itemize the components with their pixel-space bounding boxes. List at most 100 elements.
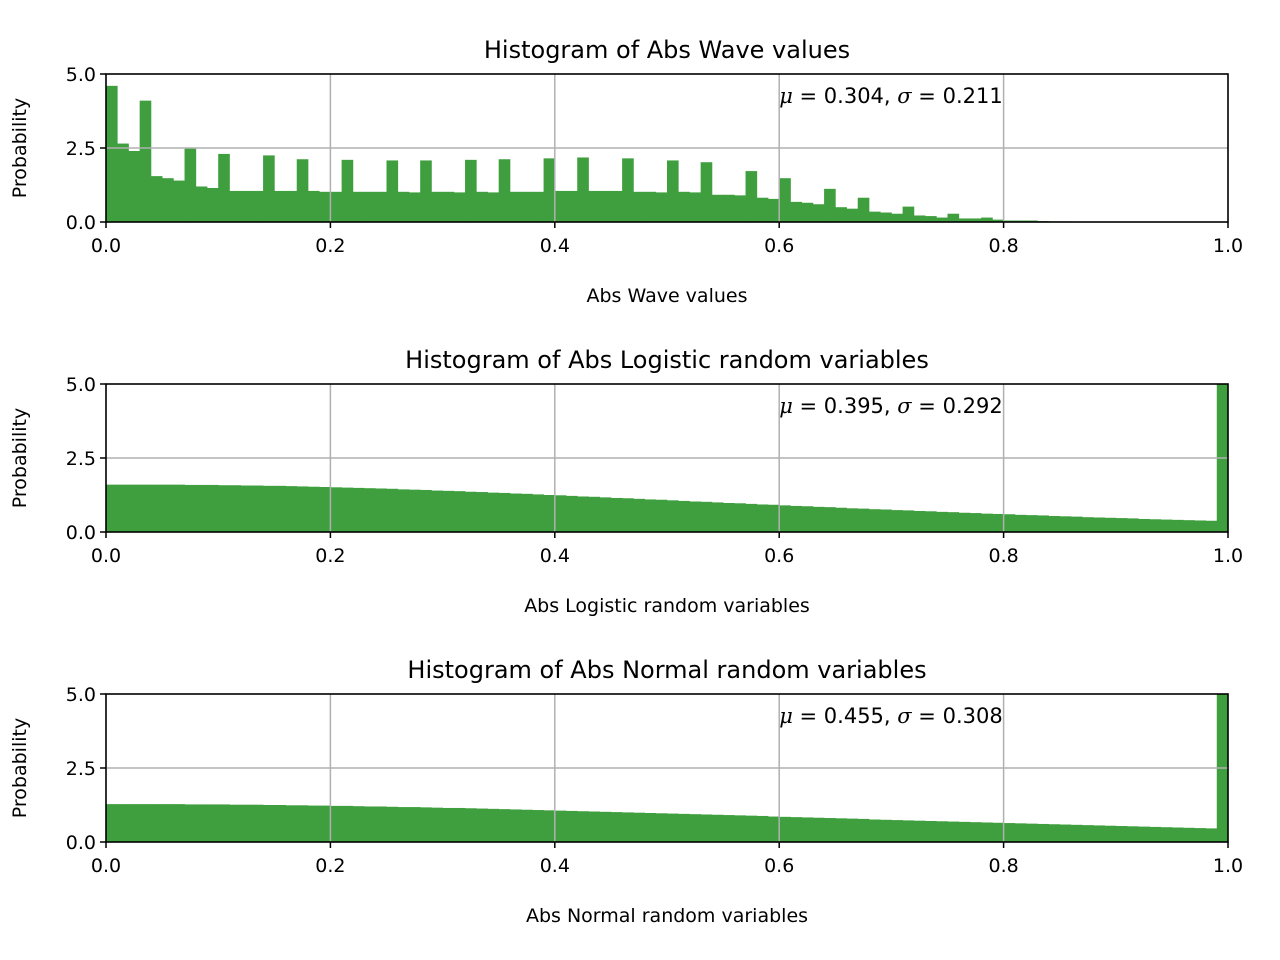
histogram-bar bbox=[588, 190, 601, 222]
annot-sep: , bbox=[884, 704, 897, 728]
histogram-bar bbox=[678, 813, 690, 842]
histogram-bar bbox=[184, 148, 197, 222]
histogram-bar bbox=[880, 212, 892, 222]
histogram-bar bbox=[610, 190, 623, 222]
histogram-bar bbox=[319, 487, 331, 532]
histogram-bar bbox=[835, 507, 847, 532]
histogram-bar bbox=[206, 804, 219, 842]
histogram-bar bbox=[330, 487, 343, 532]
histogram-bar bbox=[779, 816, 791, 842]
histogram-bar bbox=[880, 819, 892, 842]
sigma-symbol: σ bbox=[897, 394, 912, 418]
histogram-bar bbox=[352, 191, 365, 222]
x-tick-label: 0.2 bbox=[315, 235, 345, 257]
annot-sep: , bbox=[884, 394, 897, 418]
histogram-bar bbox=[532, 494, 544, 532]
histogram-bar bbox=[1160, 519, 1173, 532]
histogram-bar bbox=[599, 497, 612, 532]
x-tick-label: 0.2 bbox=[315, 855, 345, 877]
mu-symbol: μ bbox=[779, 394, 793, 418]
histogram-bar bbox=[588, 496, 601, 532]
bars bbox=[106, 85, 1094, 222]
histogram-bar bbox=[162, 178, 174, 222]
histogram-bar bbox=[263, 155, 275, 222]
histogram-bar bbox=[509, 809, 522, 842]
histogram-bar bbox=[453, 807, 466, 842]
histogram-bar bbox=[408, 489, 421, 532]
histogram-bar bbox=[723, 194, 735, 222]
mu-equals: = bbox=[793, 704, 824, 728]
histogram-bar bbox=[689, 814, 702, 842]
histogram-bar bbox=[1127, 518, 1139, 532]
histogram-bar bbox=[218, 804, 230, 842]
histogram-bar bbox=[902, 206, 915, 222]
histogram-bar bbox=[442, 807, 455, 842]
histogram-bar bbox=[723, 815, 735, 842]
histogram-bar bbox=[902, 510, 915, 532]
histogram-bar bbox=[251, 190, 264, 222]
histogram-bar bbox=[263, 805, 275, 842]
histogram-bar bbox=[1082, 517, 1094, 532]
histogram-bar bbox=[498, 492, 511, 532]
histogram-bar bbox=[689, 501, 702, 532]
histogram-bar bbox=[263, 485, 275, 532]
y-axis-label: Probability bbox=[9, 98, 31, 198]
x-tick-label: 1.0 bbox=[1213, 235, 1243, 257]
histogram-bar bbox=[734, 195, 746, 222]
histogram-bar bbox=[296, 486, 309, 532]
histogram-bar bbox=[229, 485, 242, 532]
histogram-bar bbox=[734, 815, 746, 842]
histogram-bar bbox=[498, 159, 511, 222]
histogram-bar bbox=[992, 822, 1004, 842]
histogram-bar bbox=[1104, 517, 1117, 532]
histogram-bar bbox=[364, 806, 376, 842]
histogram-bar bbox=[678, 191, 690, 222]
histogram-bar bbox=[1093, 825, 1105, 842]
histogram-bar bbox=[801, 506, 814, 532]
histogram-bar bbox=[622, 498, 634, 532]
histogram-bar bbox=[521, 191, 533, 222]
histogram-bar bbox=[936, 511, 948, 532]
histogram-bar bbox=[274, 805, 286, 842]
sigma-equals: = bbox=[912, 84, 943, 108]
histogram-bar bbox=[554, 190, 567, 222]
histogram-bar bbox=[891, 213, 904, 222]
histogram-bar bbox=[543, 810, 556, 842]
histogram-bar bbox=[240, 485, 253, 532]
sigma-equals: = bbox=[912, 704, 943, 728]
histogram-bar bbox=[622, 158, 634, 222]
histogram-bar bbox=[925, 511, 937, 532]
histogram-bar bbox=[453, 491, 466, 532]
chart-panel-1: Histogram of Abs Wave values 0.0 0.2 0.4 0.6… bbox=[9, 36, 1243, 307]
histogram-bar bbox=[229, 804, 242, 842]
histogram-bar bbox=[689, 192, 702, 222]
histogram-bar bbox=[173, 804, 185, 842]
histogram-bar bbox=[476, 492, 488, 532]
histogram-bar bbox=[667, 500, 679, 532]
histogram-bar bbox=[644, 812, 657, 842]
histogram-bar bbox=[1115, 826, 1128, 842]
histogram-bar bbox=[981, 217, 993, 222]
histogram-bar bbox=[947, 213, 960, 222]
histogram-bar bbox=[969, 218, 982, 222]
histogram-bar bbox=[509, 191, 522, 222]
histogram-bar bbox=[577, 157, 589, 222]
histogram-bar bbox=[610, 497, 623, 532]
histogram-bar bbox=[162, 804, 174, 842]
histogram-bar bbox=[846, 818, 859, 842]
histogram-bar bbox=[1026, 823, 1038, 842]
histogram-bar bbox=[868, 211, 881, 222]
histogram-bar bbox=[431, 191, 443, 222]
histogram-bar bbox=[622, 812, 634, 842]
x-tick-label: 0.0 bbox=[91, 235, 121, 257]
histogram-bar bbox=[408, 192, 421, 222]
histogram-bar bbox=[431, 490, 443, 532]
histogram-bar bbox=[251, 804, 264, 842]
y-tick-label: 5.0 bbox=[66, 64, 96, 86]
histogram-bar bbox=[128, 484, 141, 532]
histogram-bar bbox=[947, 821, 960, 842]
histogram-bar bbox=[128, 150, 141, 222]
histogram-bar bbox=[397, 191, 410, 222]
x-tick-label: 0.6 bbox=[764, 235, 794, 257]
histogram-bar bbox=[274, 190, 286, 222]
